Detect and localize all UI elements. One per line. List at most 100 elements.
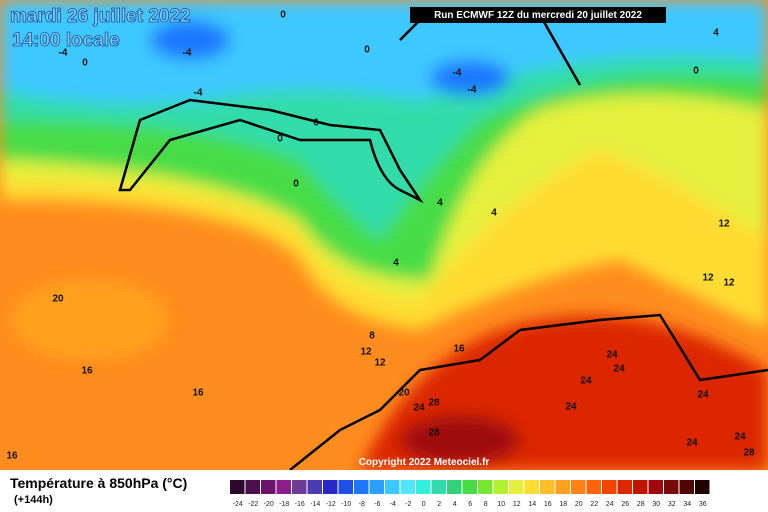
colorbar-cell [230, 480, 245, 494]
colorbar-label: 4 [453, 501, 457, 508]
colorbar-label: -14 [310, 501, 320, 508]
colorbar-cell [633, 480, 648, 494]
colorbar-label: 2 [437, 501, 441, 508]
contour-label: 20 [52, 294, 64, 305]
contour-label: 12 [702, 273, 714, 284]
contour-label: 4 [437, 198, 443, 209]
contour-label: 28 [428, 428, 440, 439]
colorbar-cell [648, 480, 663, 494]
contour-label: 24 [413, 403, 425, 414]
colorbar-cell [540, 480, 555, 494]
colorbar-label: 36 [699, 501, 707, 508]
contour-label: 4 [713, 28, 719, 39]
colorbar-label: -6 [374, 501, 380, 508]
colorbar-cell [261, 480, 276, 494]
contour-label: 16 [453, 344, 465, 355]
colorbar-cell [602, 480, 617, 494]
colorbar-label: -8 [359, 501, 365, 508]
contour-label: 28 [428, 398, 440, 409]
contour-label: -4 [59, 48, 68, 59]
colorbar-label: 8 [484, 501, 488, 508]
colorbar: -24 -22 -20 -18 -16 -14 -12 -10 -8 -6 -4 -2 0 2 4 6 8 10 1… [230, 480, 710, 508]
contour-label: 12 [374, 358, 386, 369]
contour-label: 16 [192, 388, 204, 399]
contour-label: 0 [82, 58, 88, 69]
colorbar-cell [478, 480, 493, 494]
colorbar-cell [695, 480, 710, 494]
run-info: Run ECMWF 12Z du mercredi 20 juillet 202… [434, 10, 642, 21]
colorbar-label: -12 [326, 501, 336, 508]
colorbar-cell [462, 480, 477, 494]
colorbar-label: -18 [279, 501, 289, 508]
contour-label: 24 [565, 402, 577, 413]
contour-label: -4 [194, 88, 203, 99]
colorbar-label: 26 [621, 501, 629, 508]
contour-label: -4 [453, 68, 462, 79]
colorbar-cell [571, 480, 586, 494]
colorbar-cell [586, 480, 601, 494]
colorbar-cell [323, 480, 338, 494]
colorbar-label: 14 [528, 501, 536, 508]
run-box [410, 7, 666, 23]
colorbar-label: 32 [668, 501, 676, 508]
colorbar-cell [493, 480, 508, 494]
colorbar-label: 16 [544, 501, 552, 508]
colorbar-cell [354, 480, 369, 494]
colorbar-cell [245, 480, 260, 494]
contour-label: 16 [6, 451, 18, 462]
contour-label: 28 [743, 448, 755, 459]
colorbar-label: -4 [390, 501, 396, 508]
map-title: mardi 26 juillet 2022 [10, 6, 191, 27]
contour-label: 24 [580, 376, 592, 387]
colorbar-cell [369, 480, 384, 494]
colorbar-label: 30 [652, 501, 660, 508]
colorbar-cell [679, 480, 694, 494]
colorbar-cell [307, 480, 322, 494]
contour-label: 16 [81, 366, 93, 377]
colorbar-label: 6 [468, 501, 472, 508]
contour-label: 24 [606, 350, 618, 361]
contour-label: 0 [693, 66, 699, 77]
contour-label: 12 [718, 219, 730, 230]
colorbar-label: 22 [590, 501, 598, 508]
colorbar-cell [338, 480, 353, 494]
colorbar-cell [276, 480, 291, 494]
copyright: Copyright 2022 Meteociel.fr [359, 457, 490, 468]
colorbar-label: 0 [422, 501, 426, 508]
colorbar-label: 28 [637, 501, 645, 508]
colorbar-cell [524, 480, 539, 494]
map-time: 14:00 locale [12, 30, 120, 51]
contour-label: 24 [686, 438, 698, 449]
colorbar-label: 24 [606, 501, 614, 508]
contour-label: 12 [360, 347, 372, 358]
colorbar-cell [385, 480, 400, 494]
colorbar-label: 18 [559, 501, 567, 508]
legend-title: Température à 850hPa (°C) [10, 475, 187, 491]
colorbar-cell [555, 480, 570, 494]
colorbar-label: -16 [295, 501, 305, 508]
colorbar-cell [292, 480, 307, 494]
contour-label: 20 [398, 388, 410, 399]
contour-label: 24 [734, 432, 746, 443]
contour-label: -4 [468, 85, 477, 96]
colorbar-cell [509, 480, 524, 494]
contour-label: 0 [293, 179, 299, 190]
colorbar-cell [400, 480, 415, 494]
contour-label: 0 [280, 10, 286, 21]
contour-label: 0 [364, 45, 370, 56]
contour-label: 24 [613, 364, 625, 375]
contour-label: 4 [491, 208, 497, 219]
colorbar-label: -20 [264, 501, 274, 508]
colorbar-cell [416, 480, 431, 494]
colorbar-label: -10 [341, 501, 351, 508]
contour-label: 8 [369, 331, 375, 342]
colorbar-cell [447, 480, 462, 494]
colorbar-cell [664, 480, 679, 494]
legend-subtitle: (+144h) [14, 494, 53, 506]
colorbar-label: -24 [233, 501, 243, 508]
contour-label: 4 [393, 258, 399, 269]
colorbar-cell [617, 480, 632, 494]
colorbar-label: 20 [575, 501, 583, 508]
contour-label: 0 [277, 134, 283, 145]
